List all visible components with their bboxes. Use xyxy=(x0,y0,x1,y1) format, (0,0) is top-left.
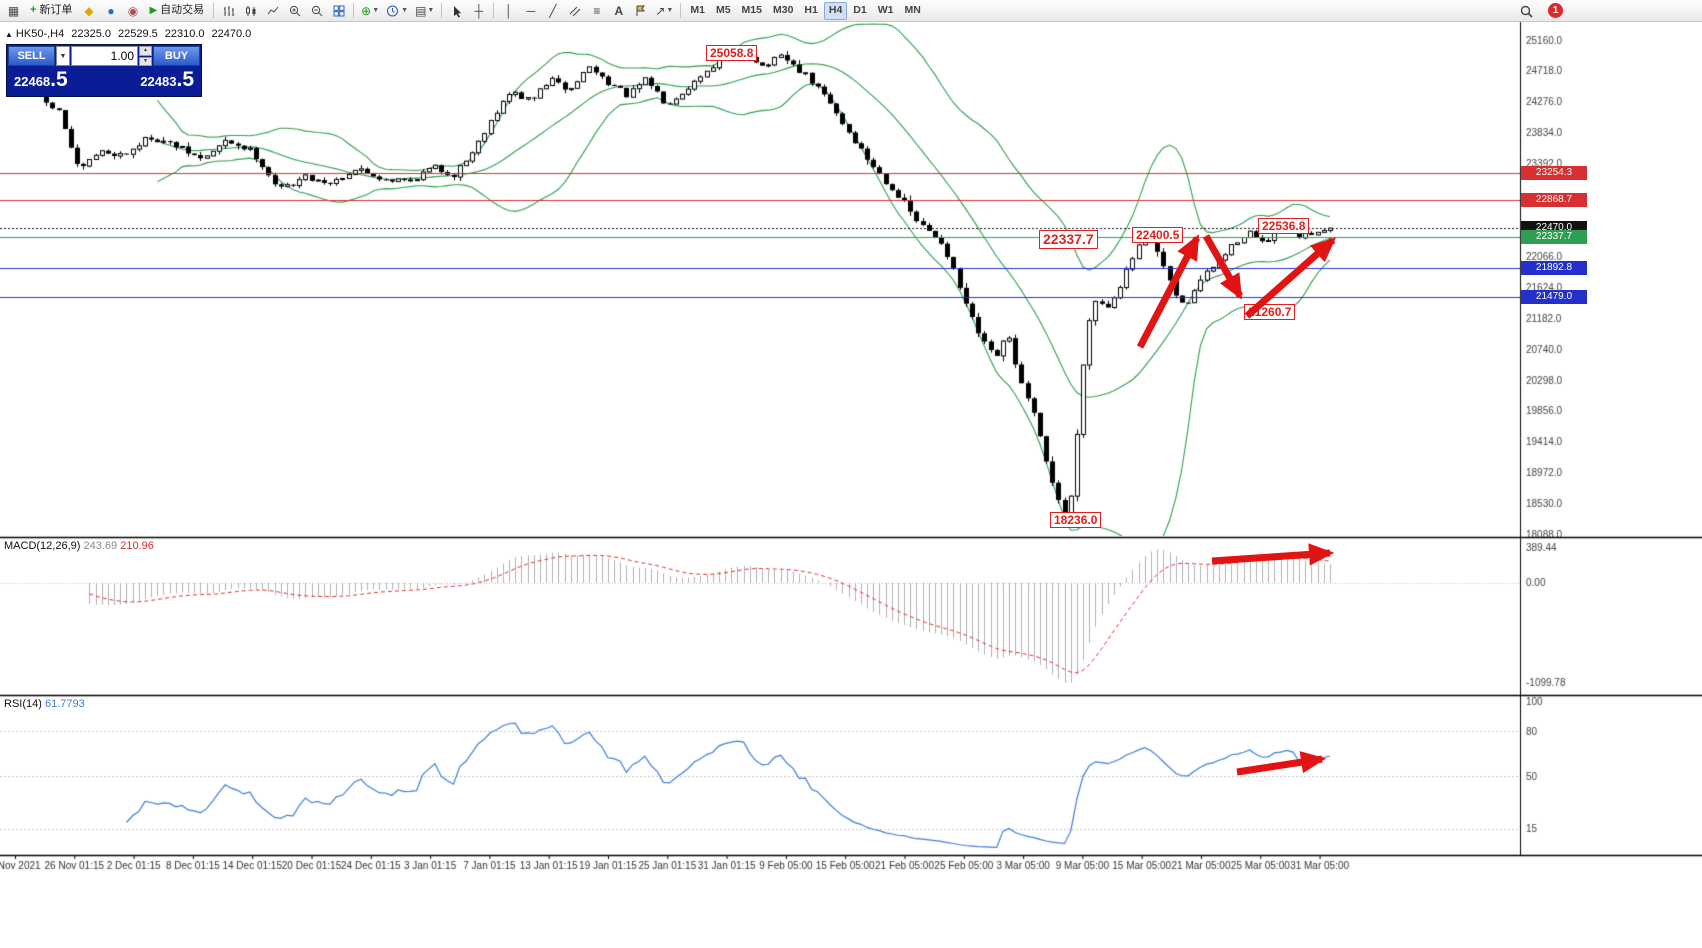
crosshair-icon[interactable]: ┼ xyxy=(474,3,484,18)
label-icon[interactable] xyxy=(630,2,651,20)
buy-price: 22483.5 xyxy=(140,68,194,91)
timeframe-w1[interactable]: W1 xyxy=(877,4,894,17)
text-icon[interactable]: A xyxy=(614,3,624,18)
axis-price-tag-resistance-2: 22868.7 xyxy=(1521,193,1587,208)
toolbar-separator xyxy=(680,3,682,18)
plus-icon: + xyxy=(30,4,37,16)
ohlc-high: 22529.5 xyxy=(117,28,158,40)
shapes-icon[interactable]: ↗ ▼ xyxy=(655,3,674,18)
line-chart-icon[interactable] xyxy=(262,2,283,20)
timeframe-m30[interactable]: M30 xyxy=(772,4,794,17)
trendline-icon[interactable]: ╱ xyxy=(549,3,557,18)
new-chart-icon[interactable]: ▦ xyxy=(7,3,20,18)
annotation-pivot-high[interactable]: 22400.5 xyxy=(1132,227,1184,243)
fibonacci-icon[interactable]: ≡ xyxy=(593,3,601,18)
channel-icon[interactable] xyxy=(564,2,585,20)
rsi-label: RSI(14) 61.7793 xyxy=(4,698,85,710)
new-order-button[interactable]: + 新订单 xyxy=(30,4,73,16)
volume-down-icon[interactable]: ▼ xyxy=(139,56,152,66)
autotrade-button[interactable]: ▶ 自动交易 xyxy=(149,4,205,16)
horizontal-line-icon[interactable]: ─ xyxy=(526,3,536,18)
timeframe-d1[interactable]: D1 xyxy=(853,4,867,17)
annotation-pivot-low[interactable]: 21260.7 xyxy=(1244,304,1296,320)
chart-ohlc-line: ▲ HK50-,H4 22325.0 22529.5 22310.0 22470.0 xyxy=(5,28,258,40)
zoom-out-icon[interactable] xyxy=(306,2,327,20)
annotation-swing-high[interactable]: 25058.8 xyxy=(706,45,758,61)
ohlc-open: 22325.0 xyxy=(71,28,111,40)
symbol-name: HK50-,H4 xyxy=(15,28,65,40)
search-icon[interactable] xyxy=(1516,2,1537,20)
axis-price-tag-resistance-1: 23254.3 xyxy=(1521,166,1587,181)
vertical-line-icon[interactable]: │ xyxy=(505,3,513,18)
cursor-icon[interactable] xyxy=(446,2,467,20)
zoom-in-icon[interactable] xyxy=(284,2,305,20)
axis-price-tag-support-blue-1: 21892.8 xyxy=(1521,261,1587,276)
volume-input[interactable] xyxy=(71,46,138,66)
timeframe-m15[interactable]: M15 xyxy=(741,4,762,17)
periods-icon[interactable]: ▼ xyxy=(383,2,411,20)
timeframe-h1[interactable]: H1 xyxy=(804,4,818,17)
candlestick-icon[interactable] xyxy=(240,2,261,20)
one-click-trading-panel: SELL ▼ ▲ ▼ BUY 22468.5 22483.5 xyxy=(6,44,202,97)
toolbar-separator xyxy=(441,3,443,18)
volume-dropdown[interactable]: ▼ xyxy=(56,46,70,66)
play-icon: ▶ xyxy=(149,4,158,16)
toolbar-separator xyxy=(213,3,215,18)
timeframe-m5[interactable]: M5 xyxy=(715,4,731,17)
info-icon[interactable]: ◉ xyxy=(127,3,139,18)
bar-chart-icon[interactable] xyxy=(218,2,239,20)
ohlc-low: 22310.0 xyxy=(164,28,205,40)
toolbar-separator xyxy=(493,3,495,18)
macd-label: MACD(12,26,9) 243.69 210.96 xyxy=(4,540,154,552)
symbol-marker-icon: ▲ xyxy=(5,30,13,39)
axis-price-tag-support-green: 22337.7 xyxy=(1521,230,1587,245)
deposit-icon[interactable]: ◆ xyxy=(84,3,94,18)
axis-price-tag-support-blue-2: 21479.0 xyxy=(1521,290,1587,305)
annotation-level[interactable]: 22337.7 xyxy=(1039,230,1098,249)
indicators-add-icon[interactable]: ⊕ ▼ xyxy=(361,3,380,18)
timeframe-mn[interactable]: MN xyxy=(904,4,921,17)
annotation-target[interactable]: 22536.8 xyxy=(1258,218,1310,234)
toolbar: ▦ + 新订单 ◆ ● ◉ ▶ 自动交易 ⊕ ▼ ▼ ▤ ▼ ┼ │ ─ ╱ ≡ A xyxy=(0,0,1702,22)
notification-badge[interactable]: 1 xyxy=(1548,3,1563,18)
buy-button[interactable]: BUY xyxy=(153,46,200,66)
sell-button[interactable]: SELL xyxy=(8,46,55,66)
volume-stepper[interactable]: ▲ ▼ xyxy=(139,46,152,66)
tile-windows-icon[interactable] xyxy=(328,2,349,20)
ohlc-close: 22470.0 xyxy=(211,28,252,40)
templates-icon[interactable]: ▤ ▼ xyxy=(415,3,435,18)
sell-price: 22468.5 xyxy=(14,68,68,91)
volume-up-icon[interactable]: ▲ xyxy=(139,46,152,56)
timeframe-h4[interactable]: H4 xyxy=(823,1,848,20)
annotation-swing-low[interactable]: 18236.0 xyxy=(1050,512,1102,528)
timeframe-m1[interactable]: M1 xyxy=(690,4,705,17)
toolbar-separator xyxy=(353,3,355,18)
refresh-icon[interactable]: ● xyxy=(107,3,115,18)
